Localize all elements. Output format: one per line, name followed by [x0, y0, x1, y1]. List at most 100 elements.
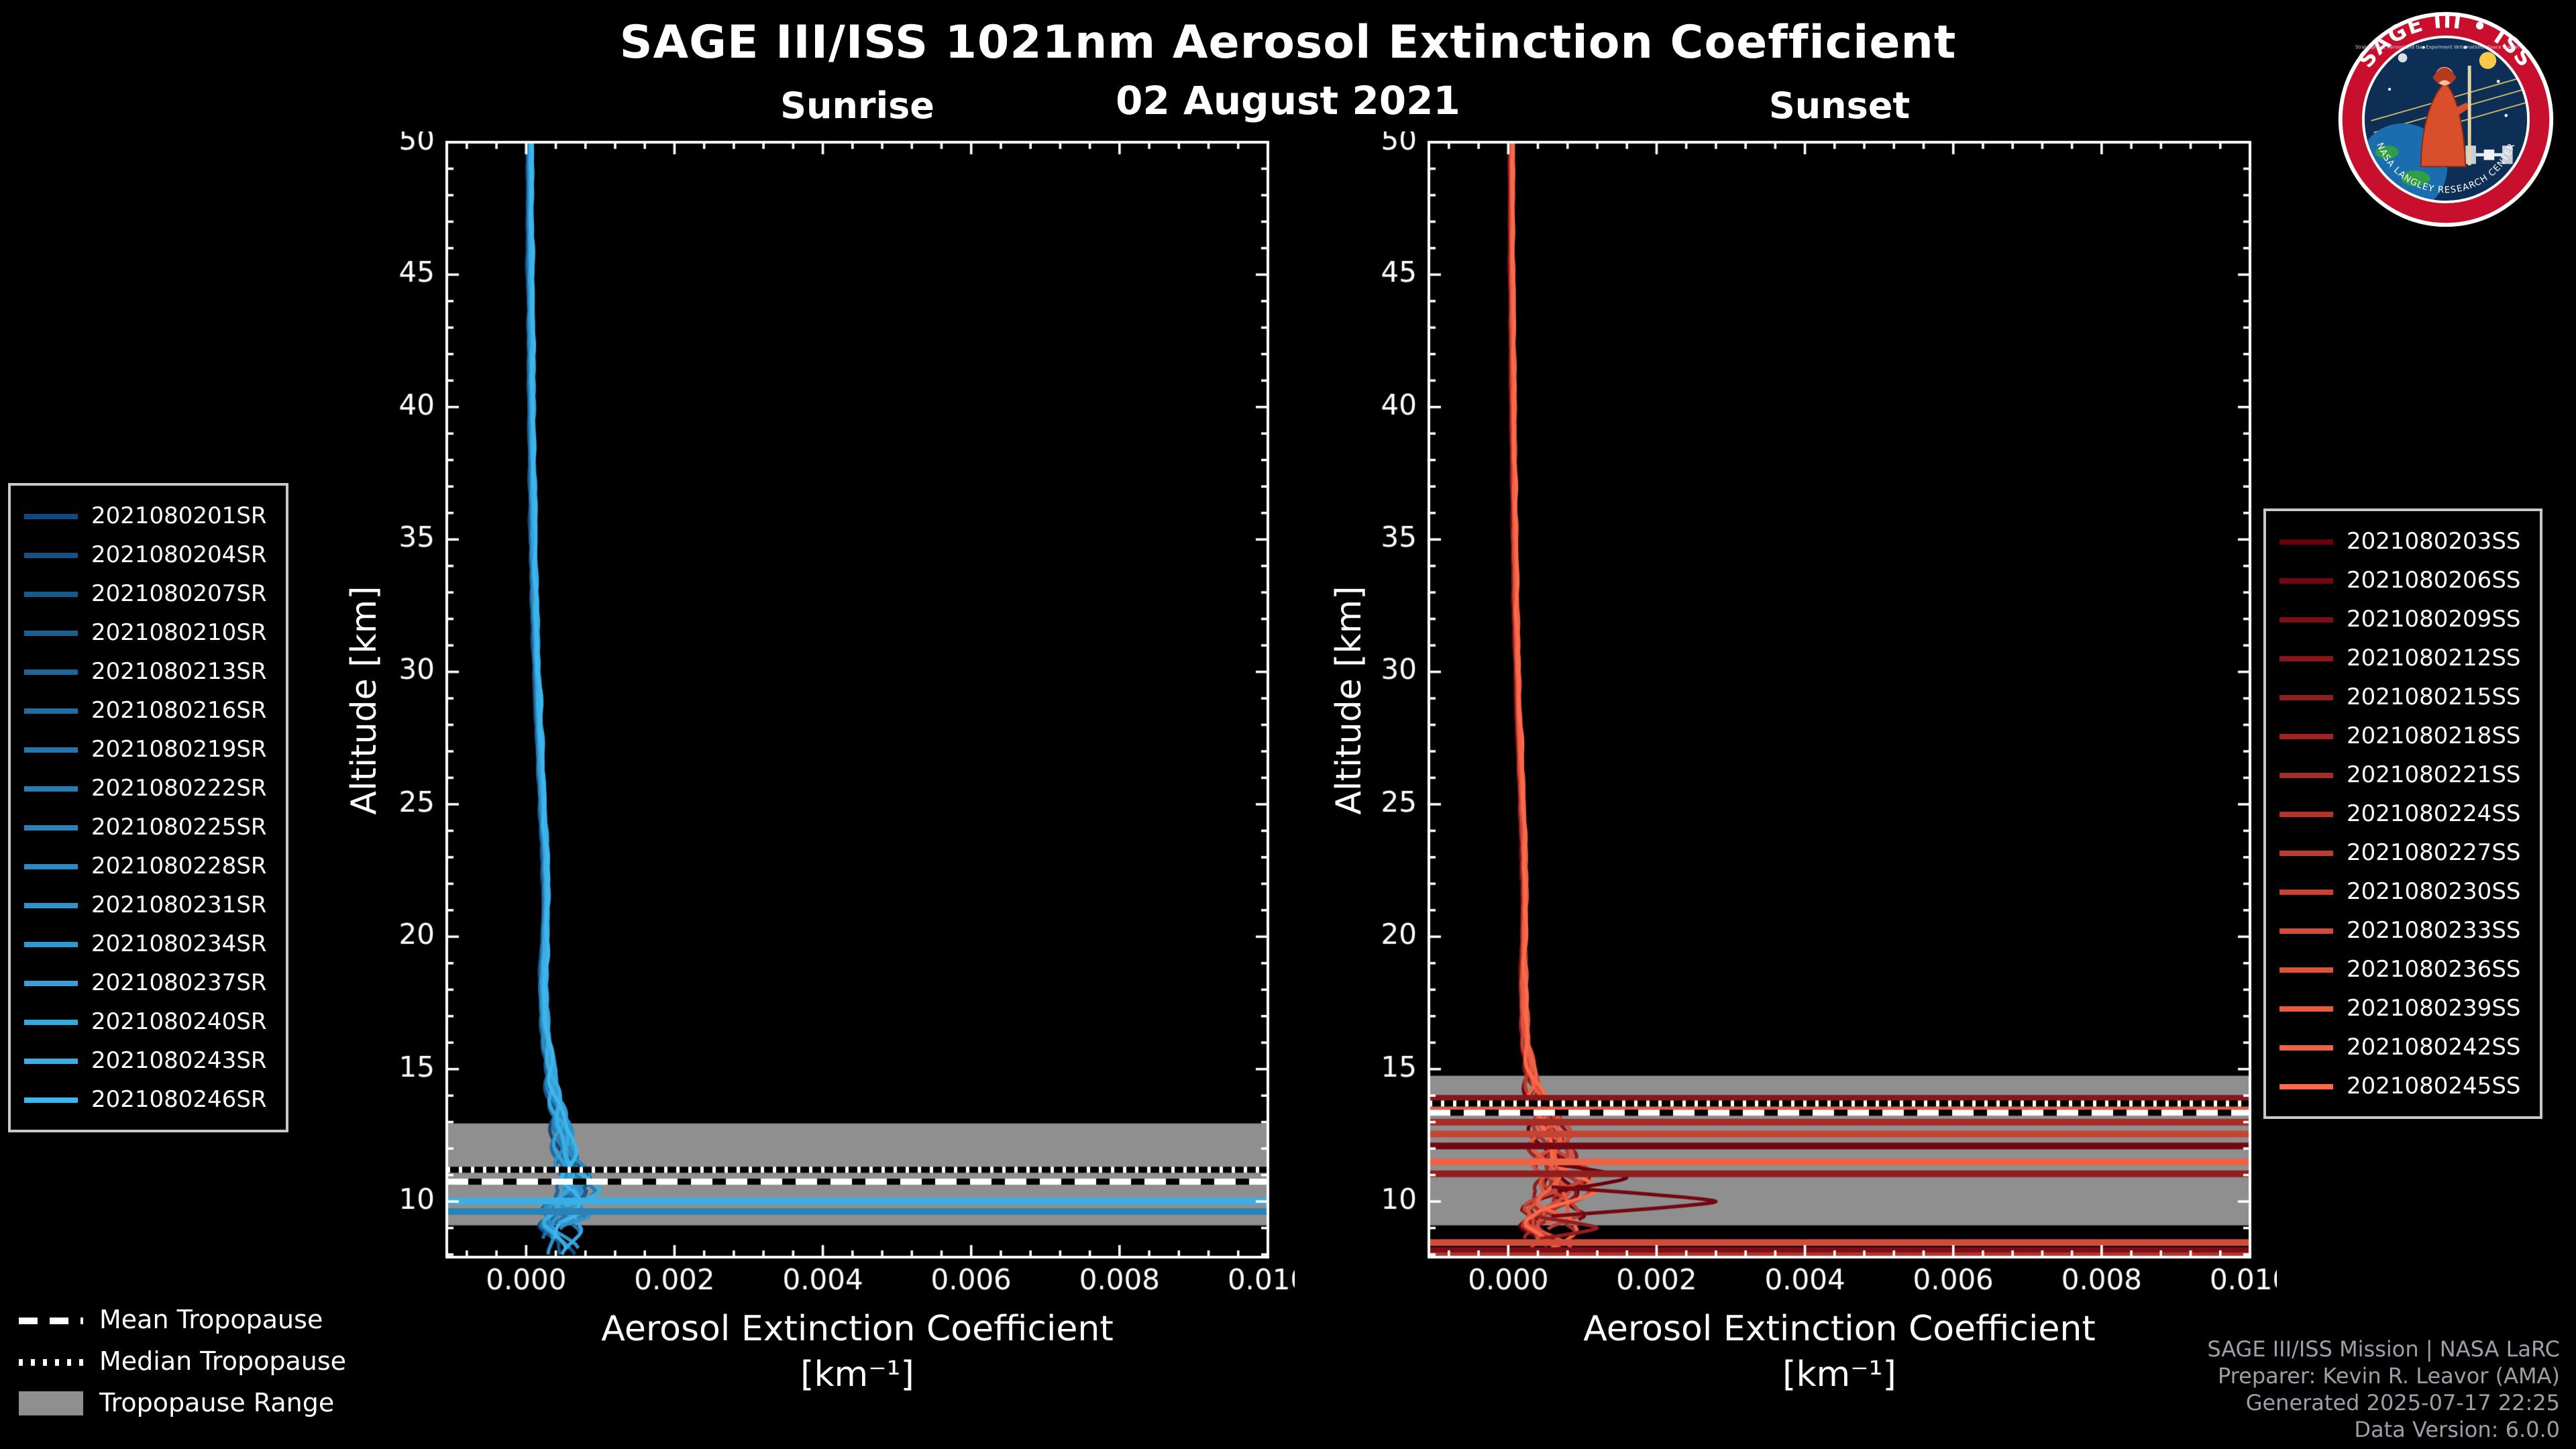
legend-line-sample	[24, 863, 78, 869]
legend-line-sample	[2279, 928, 2333, 933]
logo-moon	[2398, 53, 2408, 63]
legend-line-sample	[24, 786, 78, 791]
legend-line-sample	[24, 1097, 78, 1102]
legend-label: 2021080219SR	[91, 736, 267, 763]
credit-line: Data Version: 6.0.0	[2354, 1417, 2560, 1442]
legend-label: 2021080206SS	[2347, 567, 2521, 594]
legend-item: 2021080219SR	[24, 730, 267, 769]
legend-label: 2021080228SR	[91, 853, 267, 879]
tropopause-legend: Mean Tropopause Median Tropopause Tropop…	[19, 1304, 346, 1429]
legend-line-sample	[24, 902, 78, 908]
legend-item: 2021080231SR	[24, 885, 267, 924]
legend-label: 2021080236SS	[2347, 956, 2521, 983]
legend-label: 2021080239SS	[2347, 995, 2521, 1022]
sunset-plot	[1348, 131, 2277, 1316]
legend-label: 2021080215SS	[2347, 684, 2521, 710]
figure-title: SAGE III/ISS 1021nm Aerosol Extinction C…	[619, 16, 1957, 70]
sunrise-x-axis-label: Aerosol Extinction Coefficient [km⁻¹]	[447, 1309, 1268, 1395]
sunrise-plot	[366, 131, 1295, 1316]
legend-line-sample	[24, 1058, 78, 1063]
credit-line: Preparer: Kevin R. Leavor (AMA)	[2217, 1363, 2560, 1389]
legend-line-sample	[2279, 694, 2333, 700]
legend-item: 2021080239SS	[2279, 989, 2521, 1028]
legend-label: Median Tropopause	[99, 1347, 346, 1377]
legend-label: 2021080225SR	[91, 814, 267, 841]
logo-sub-left: Stratospheric Aerosol and Gas Experiment…	[2355, 45, 2458, 50]
legend-label: 2021080213SR	[91, 658, 267, 685]
legend-item: 2021080218SS	[2279, 716, 2521, 755]
legend-line-sample	[24, 824, 78, 830]
legend-label: 2021080216SR	[91, 697, 267, 724]
legend-label: 2021080201SR	[91, 502, 267, 529]
legend-line-sample	[24, 630, 78, 635]
legend-line-sample	[2279, 772, 2333, 777]
dashed-line-sample	[19, 1317, 83, 1324]
legend-item: 2021080221SS	[2279, 755, 2521, 794]
legend-label: 2021080243SR	[91, 1047, 267, 1074]
legend-item: 2021080228SR	[24, 847, 267, 885]
sunrise-panel-title: Sunrise	[780, 86, 934, 127]
legend-label: 2021080237SR	[91, 969, 267, 996]
legend-item: 2021080204SR	[24, 535, 267, 574]
legend-label: 2021080227SS	[2347, 839, 2521, 866]
sunset-event-legend: 2021080203SS 2021080206SS 2021080209SS 2021…	[2263, 508, 2542, 1119]
legend-item: 2021080225SR	[24, 808, 267, 847]
legend-item: 2021080213SR	[24, 652, 267, 691]
gray-band-sample	[19, 1391, 83, 1415]
legend-item: 2021080240SR	[24, 1002, 267, 1041]
legend-label: 2021080224SS	[2347, 800, 2521, 827]
legend-item: 2021080203SS	[2279, 522, 2521, 561]
legend-line-sample	[2279, 1083, 2333, 1089]
x-axis-label-text: Aerosol Extinction Coefficient	[601, 1309, 1114, 1350]
legend-line-sample	[24, 708, 78, 713]
legend-line-sample	[24, 552, 78, 557]
tropopause-range-legend-item: Tropopause Range	[19, 1387, 346, 1419]
legend-label: 2021080209SS	[2347, 606, 2521, 633]
legend-line-sample	[2279, 1044, 2333, 1050]
legend-item: 2021080233SS	[2279, 911, 2521, 950]
median-tropopause-legend-item: Median Tropopause	[19, 1346, 346, 1378]
credit-line: SAGE III/ISS Mission | NASA LaRC	[2207, 1336, 2560, 1362]
sunset-x-axis-label: Aerosol Extinction Coefficient [km⁻¹]	[1429, 1309, 2250, 1395]
logo-sub-right: International Space Station	[2457, 45, 2519, 50]
legend-item: 2021080243SR	[24, 1041, 267, 1080]
logo-sun	[2479, 52, 2497, 69]
legend-label: 2021080240SR	[91, 1008, 267, 1035]
legend-item: 2021080236SS	[2279, 950, 2521, 989]
legend-label: 2021080234SR	[91, 930, 267, 957]
legend-line-sample	[2279, 655, 2333, 661]
legend-label: 2021080233SS	[2347, 917, 2521, 944]
legend-line-sample	[24, 980, 78, 985]
sunrise-event-legend: 2021080201SR 2021080204SR 2021080207SR 2021…	[8, 483, 288, 1132]
legend-line-sample	[2279, 539, 2333, 544]
mean-tropopause-legend-item: Mean Tropopause	[19, 1304, 346, 1336]
logo-sage-figure	[2420, 65, 2471, 168]
x-axis-label-text: Aerosol Extinction Coefficient	[1583, 1309, 2096, 1350]
x-axis-units: [km⁻¹]	[800, 1355, 914, 1395]
legend-item: 2021080224SS	[2279, 794, 2521, 833]
legend-label: 2021080231SR	[91, 892, 267, 918]
legend-line-sample	[2279, 733, 2333, 739]
legend-label: 2021080212SS	[2347, 645, 2521, 672]
legend-item: 2021080210SR	[24, 613, 267, 652]
legend-line-sample	[2279, 967, 2333, 972]
legend-item: 2021080212SS	[2279, 639, 2521, 678]
legend-item: 2021080215SS	[2279, 678, 2521, 716]
legend-label: 2021080203SS	[2347, 528, 2521, 555]
credits-block: SAGE III/ISS Mission | NASA LaRC Prepare…	[2207, 1336, 2560, 1444]
legend-label: 2021080230SS	[2347, 878, 2521, 905]
legend-label: Tropopause Range	[99, 1389, 335, 1418]
credit-line: Generated 2025-07-17 22:25	[2245, 1390, 2560, 1415]
legend-line-sample	[24, 747, 78, 752]
legend-item: 2021080209SS	[2279, 600, 2521, 639]
legend-line-sample	[2279, 578, 2333, 583]
legend-item: 2021080234SR	[24, 924, 267, 963]
legend-label: 2021080245SS	[2347, 1073, 2521, 1099]
dotted-line-sample	[19, 1358, 83, 1365]
legend-label: 2021080246SR	[91, 1086, 267, 1113]
legend-label: Mean Tropopause	[99, 1305, 323, 1335]
legend-line-sample	[2279, 616, 2333, 622]
sunset-panel-title: Sunset	[1768, 86, 1911, 127]
legend-label: 2021080210SR	[91, 619, 267, 646]
